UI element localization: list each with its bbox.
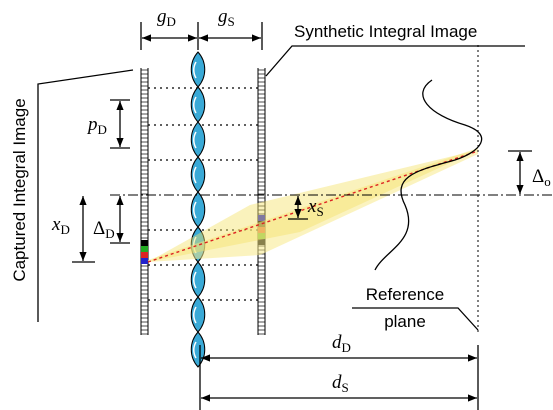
symbol: g (157, 6, 167, 27)
pixel (258, 215, 265, 221)
captured-caption: Captured Integral Image (10, 98, 29, 281)
reference-caption: plane (384, 312, 426, 331)
pixel (141, 252, 148, 258)
symbol: g (218, 6, 228, 27)
symbol: Δ (532, 166, 544, 187)
symbol: x (51, 214, 61, 235)
subscript: D (98, 122, 107, 137)
symbol: Δ (93, 218, 105, 239)
label-deltaD: ΔD (93, 218, 115, 241)
pixel (141, 240, 148, 246)
lens-highlight (193, 341, 197, 359)
symbol: d (332, 372, 342, 393)
subscript: D (167, 14, 176, 29)
lens-highlight (193, 306, 197, 324)
lens-highlight (193, 61, 197, 79)
label-gD: gD (157, 6, 176, 29)
label-dS: dS (332, 372, 349, 395)
decoration (140, 51, 266, 368)
lens-highlight (193, 201, 197, 219)
reference-caption: Reference (366, 285, 444, 304)
label-gS: gS (218, 6, 235, 29)
symbol: x (307, 196, 317, 217)
synthetic-caption: Synthetic Integral Image (294, 22, 477, 41)
subscript: S (316, 204, 323, 219)
label-dD: dD (332, 332, 351, 355)
label-xD: xD (51, 214, 70, 237)
subscript: D (342, 340, 351, 355)
subscript: S (342, 380, 349, 395)
label-deltaO: Δo (532, 166, 551, 189)
pixel (141, 258, 148, 264)
lens-highlight (193, 96, 197, 114)
pixel (141, 246, 148, 252)
subscript: S (228, 14, 235, 29)
label-pD: pD (86, 114, 107, 137)
leader (352, 307, 479, 331)
subscript: o (544, 174, 551, 189)
subscript: D (105, 226, 114, 241)
symbol: p (86, 114, 98, 135)
lens-highlight (193, 166, 197, 184)
leader (265, 45, 525, 77)
lens-highlight (193, 131, 197, 149)
intensity-curve (374, 79, 483, 271)
light-cone (148, 148, 478, 262)
lens-highlight (193, 271, 197, 289)
label-xS: xS (307, 196, 324, 219)
subscript: D (60, 222, 69, 237)
leader (37, 69, 134, 322)
symbol: d (332, 332, 342, 353)
